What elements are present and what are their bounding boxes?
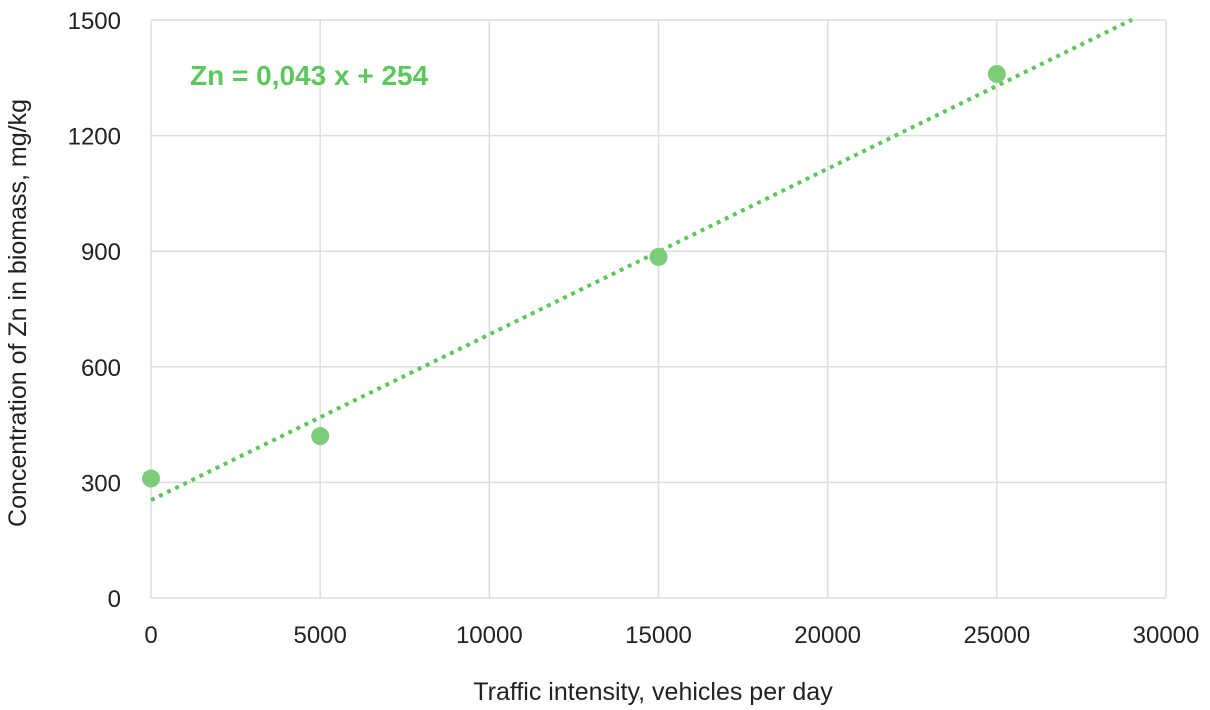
data-point [649,247,668,266]
y-tick-label: 1500 [68,8,121,35]
x-tick-label: 25000 [963,622,1030,649]
trendline-equation: Zn = 0,043 x + 254 [190,60,429,91]
y-tick-label: 900 [81,239,121,266]
x-tick-label: 30000 [1133,622,1200,649]
y-axis-title: Concentration of Zn in biomass, mg/kg [4,99,32,527]
data-points [142,64,1006,488]
y-tick-label: 0 [108,586,121,613]
data-point [142,469,160,488]
x-tick-label: 20000 [794,622,861,649]
data-point [311,427,330,446]
y-tick-label: 1200 [68,124,121,151]
axis-tick-labels: 0 5000 10000 15000 20000 25000 30000 0 300 600 900… [68,8,1200,649]
trendline [150,17,1134,502]
x-axis-title: Traffic intensity, vehicles per day [473,678,833,706]
trendline-layer [150,17,1134,502]
data-point [987,64,1006,83]
y-tick-label: 300 [81,470,121,497]
x-tick-label: 10000 [456,622,523,649]
grid-lines [150,19,1167,599]
y-tick-label: 600 [81,355,121,382]
x-tick-label: 0 [144,622,157,649]
x-tick-label: 15000 [625,622,692,649]
x-tick-label: 5000 [293,622,346,649]
